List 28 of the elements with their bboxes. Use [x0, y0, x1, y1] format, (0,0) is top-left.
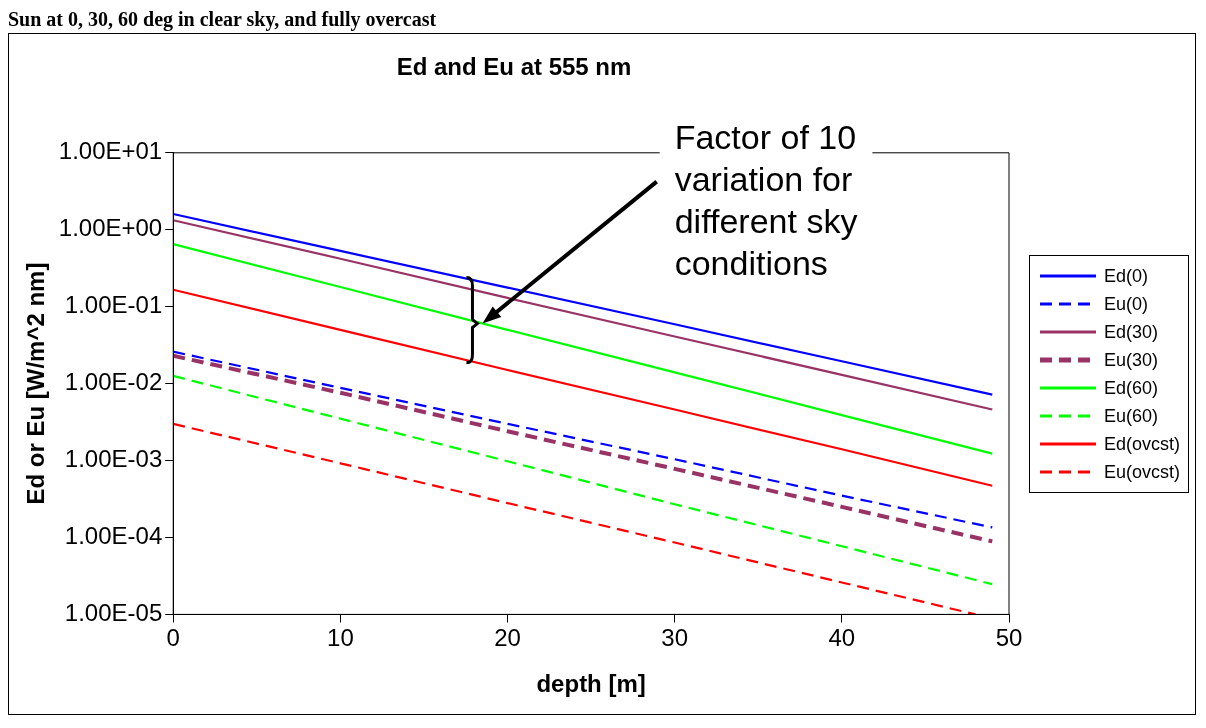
x-tick-label: 30 [661, 624, 689, 652]
legend-label: Eu(0) [1104, 293, 1149, 315]
x-tick-label: 20 [494, 624, 521, 652]
y-tick-label: 1.00E-05 [64, 599, 163, 627]
chart-subtitle: Sun at 0, 30, 60 deg in clear sky, and fully overcast [8, 8, 438, 31]
x-tick-label: 0 [166, 624, 180, 652]
y-tick-label: 1.00E-04 [64, 522, 163, 550]
legend-label: Ed(0) [1104, 265, 1149, 287]
legend-label: Ed(30) [1104, 321, 1159, 343]
y-tick-label: 1.00E+01 [58, 137, 163, 165]
x-tick-label: 40 [828, 624, 856, 652]
annotation: Factor of 10 variation for different sky conditions [674, 118, 858, 283]
legend-label: Eu(30) [1104, 349, 1159, 371]
chart-title: Ed and Eu at 555 nm [396, 53, 632, 81]
y-tick-label: 1.00E-02 [64, 368, 163, 396]
y-tick-label: 1.00E-01 [64, 291, 163, 319]
legend-label: Eu(60) [1104, 405, 1159, 427]
y-tick-label: 1.00E-03 [64, 445, 163, 473]
legend-label: Ed(60) [1104, 377, 1159, 399]
legend-label: Ed(ovcst) [1104, 433, 1181, 455]
legend-label: Eu(ovcst) [1104, 461, 1181, 483]
y-axis-title: Ed or Eu [W/m^2 nm] [22, 262, 50, 505]
x-tick-label: 50 [995, 624, 1023, 652]
line-series [173, 374, 994, 586]
x-tick-label: 10 [327, 624, 354, 652]
line-series [173, 422, 977, 615]
x-axis-title: depth [m] [536, 670, 646, 698]
y-tick-label: 1.00E+00 [58, 214, 163, 242]
